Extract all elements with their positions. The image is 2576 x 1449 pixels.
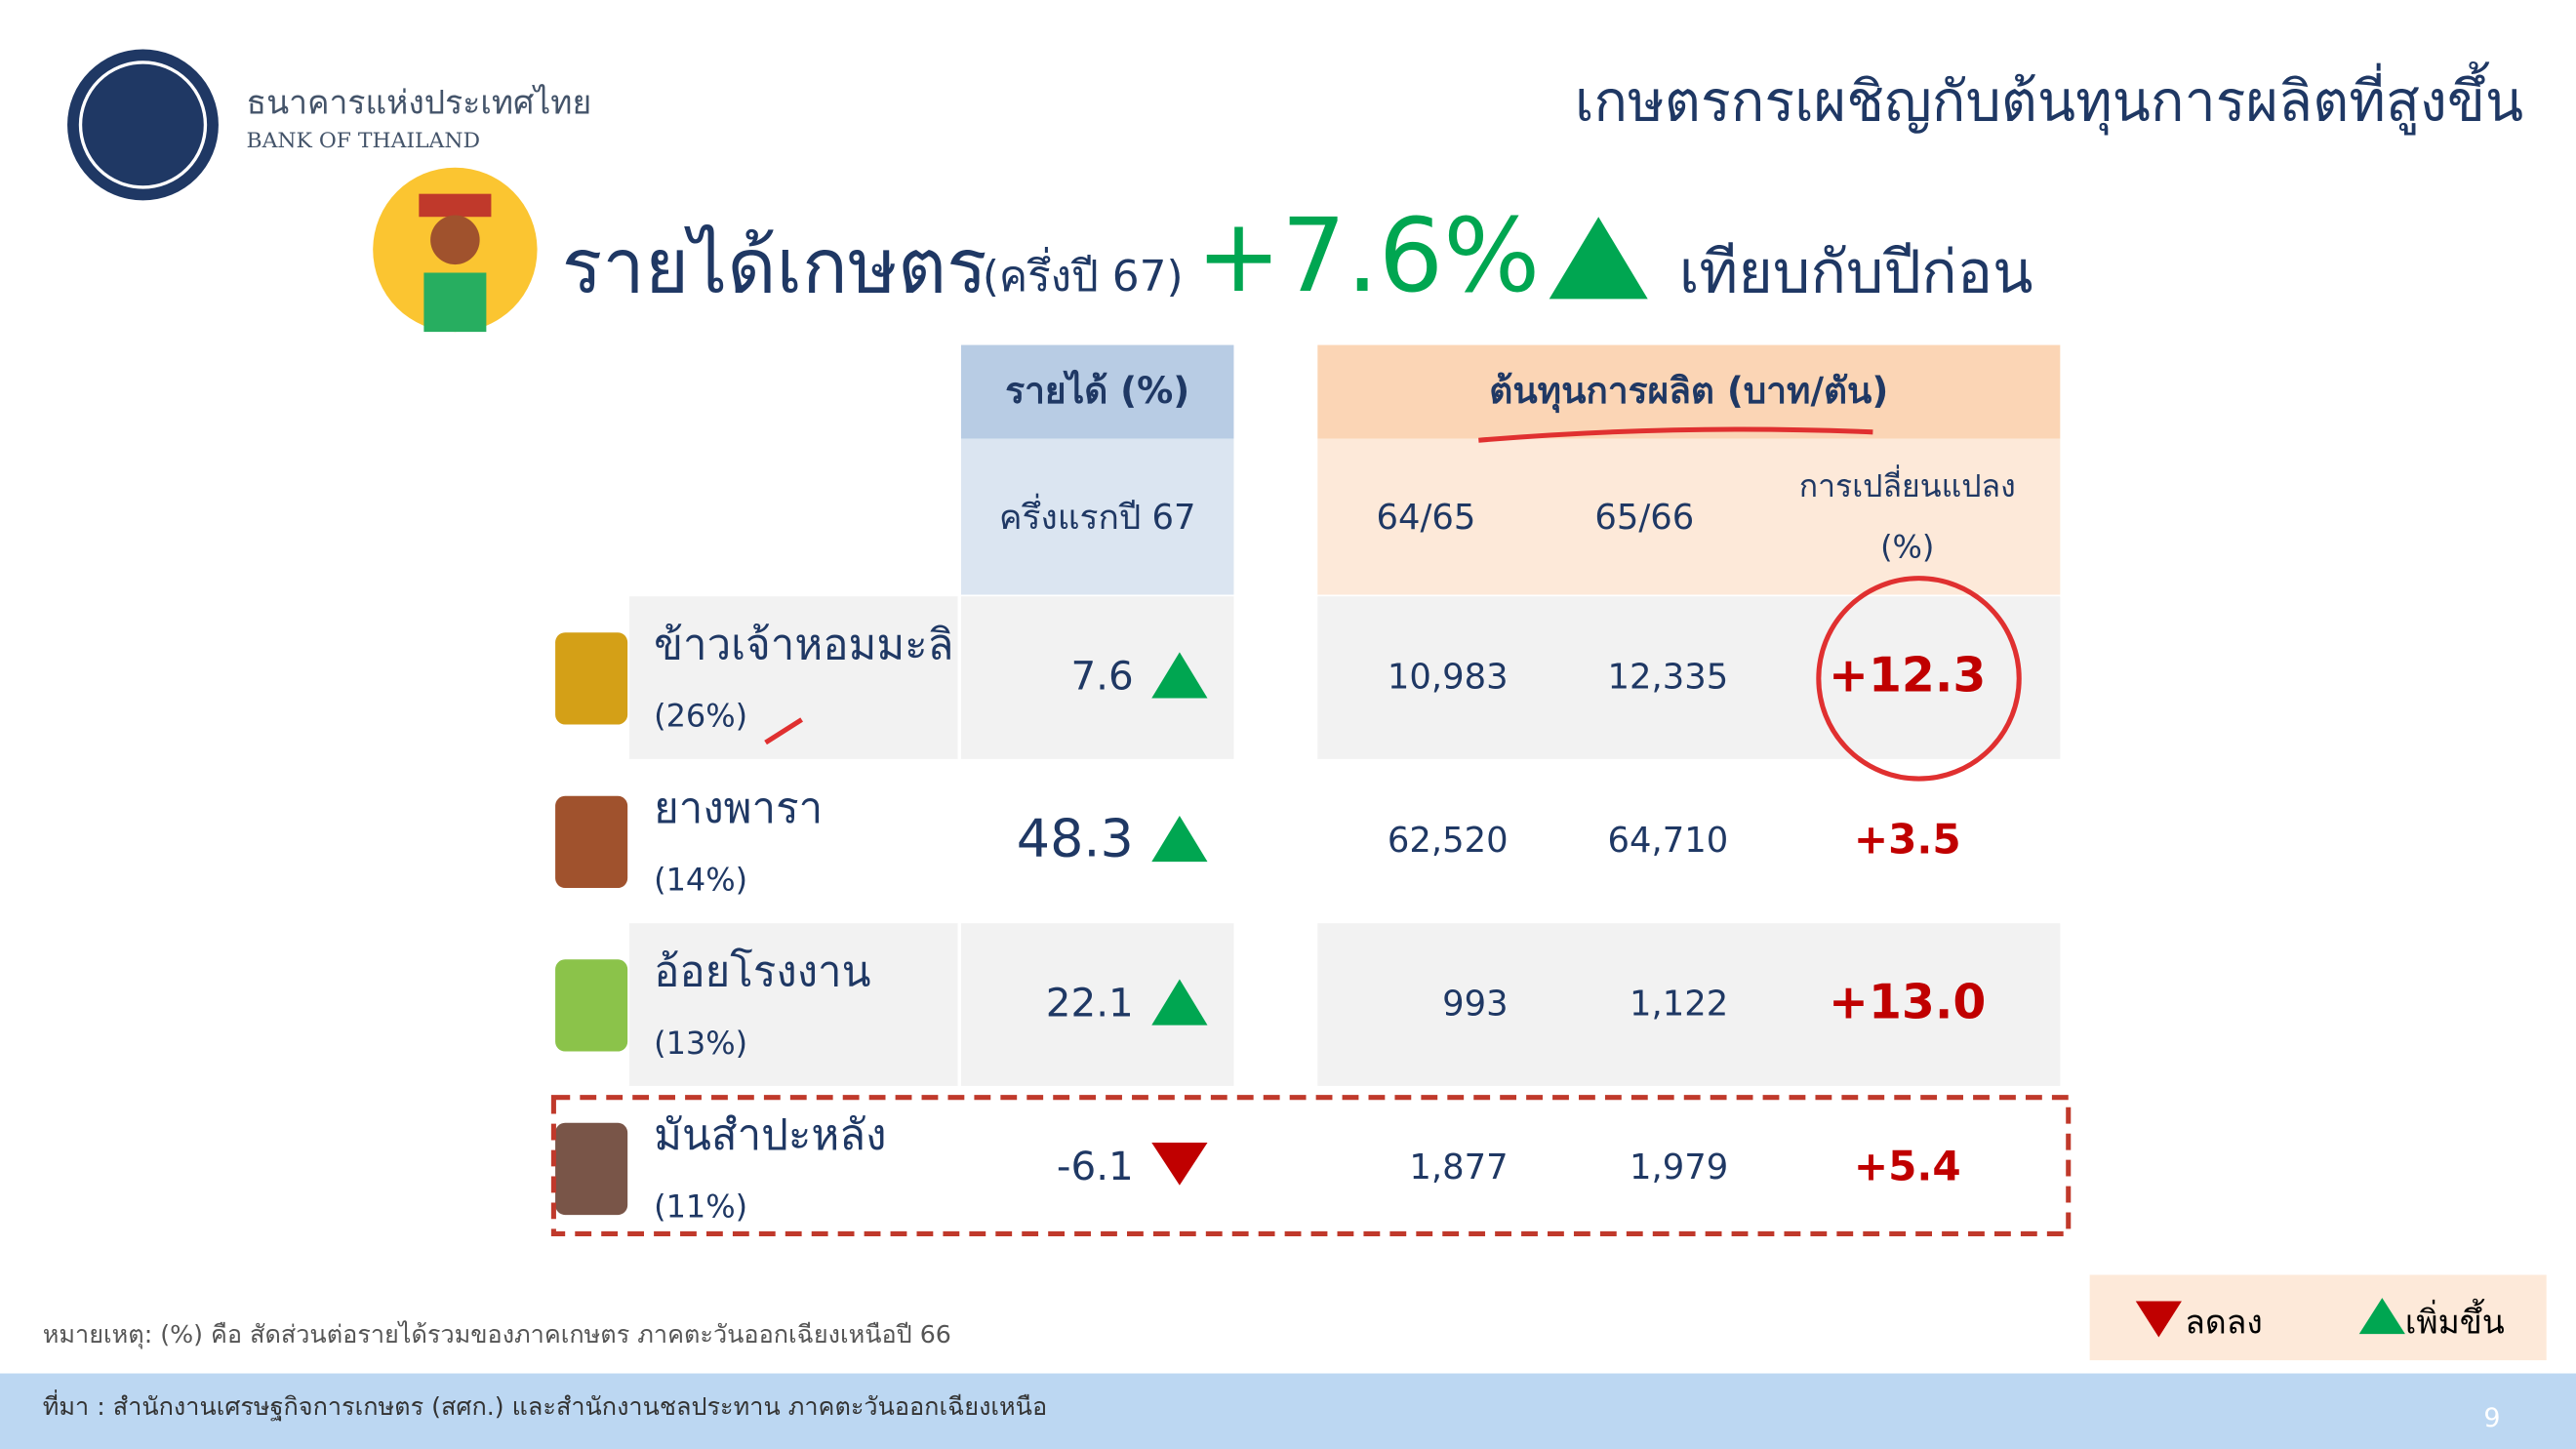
down-arrow [1151, 1142, 1208, 1186]
crop-share: (13%) [654, 1025, 747, 1062]
cost-value: 62,520 [1388, 821, 1509, 861]
logo-emblem [67, 49, 219, 201]
legend-up: เพิ่มขึ้น [2405, 1299, 2505, 1342]
income-subheader: ครึ่งแรกปี 67 [999, 494, 1196, 538]
cost-value: 1,877 [1409, 1147, 1508, 1187]
row-bg [628, 596, 958, 759]
up-arrow [1151, 979, 1208, 1026]
legend-down: ลดลง [2185, 1304, 2263, 1342]
headline-comparison: เทียบกับปีก่อน [1679, 238, 2033, 306]
income-value: 22.1 [1046, 979, 1134, 1026]
cost-header-bg [1317, 344, 2061, 439]
logo-thai: ธนาคารแห่งประเทศไทย [247, 84, 592, 122]
tick-annotation [764, 717, 803, 745]
income-subheader-bg [960, 438, 1234, 595]
crop-icon [555, 1122, 628, 1216]
row-bg [628, 923, 958, 1086]
crop-name: ข้าวเจ้าหอมมะลิ [654, 620, 953, 669]
footer-bar [0, 1373, 2576, 1449]
crop-icon [555, 795, 628, 889]
cost-value: 64,710 [1608, 821, 1729, 861]
slide-title: เกษตรกรเผชิญกับต้นทุนการผลิตที่สูงขึ้น [1575, 60, 2523, 136]
change-value: +3.5 [1854, 815, 1961, 863]
row-bg [1317, 596, 2061, 759]
cost-header: ต้นทุนการผลิต (บาท/ตัน) [1489, 370, 1888, 414]
cost-value: 10,983 [1388, 657, 1509, 697]
change-header: (%) [1880, 528, 1934, 565]
cost-value: 12,335 [1608, 657, 1729, 697]
crop-share: (14%) [654, 861, 747, 898]
income-value: 48.3 [1017, 808, 1134, 869]
up-arrow [1549, 217, 1648, 300]
change-value: +12.3 [1829, 647, 1986, 703]
crop-share: (26%) [654, 698, 747, 735]
crop-icon [555, 959, 628, 1052]
logo-ring [78, 60, 208, 189]
page-number: 9 [2483, 1403, 2500, 1433]
crop-name: ยางพารา [654, 784, 823, 833]
legend-up-marker [2358, 1298, 2405, 1335]
crop-icon [555, 632, 628, 725]
farmer-hat [419, 193, 492, 218]
highlight-circle [1816, 576, 2022, 782]
up-arrow [1151, 815, 1208, 863]
underline-annotation [1478, 426, 1873, 443]
income-header: รายได้ (%) [1005, 369, 1189, 412]
cost-value: 1,122 [1630, 984, 1728, 1024]
crop-share: (11%) [654, 1187, 747, 1225]
cost-value: 1,979 [1630, 1147, 1728, 1187]
change-value: +5.4 [1854, 1142, 1961, 1189]
row-bg [1317, 923, 2061, 1086]
up-arrow [1151, 652, 1208, 699]
cost-subheader-bg [1317, 438, 2061, 595]
highlight-box [550, 1095, 2072, 1236]
table-rows: ข้าวเจ้าหอมมะลิ (26%) 7.6 10,983 12,335 +12.3… [555, 596, 2061, 1225]
income-value: 7.6 [1070, 652, 1133, 699]
source: ที่มา : สำนักงานเศรษฐกิจการเกษตร (สศก.) … [43, 1389, 1047, 1421]
farmer-body [423, 272, 487, 333]
headline-label: รายได้เกษตร [562, 222, 987, 310]
change-header: การเปลี่ยนแปลง [1799, 464, 2016, 504]
farmer-face [430, 215, 480, 265]
crop-name: อ้อยโรงงาน [654, 946, 870, 996]
note: หมายเหตุ: (%) คือ สัดส่วนต่อรายได้รวมของ… [43, 1320, 951, 1349]
change-value: +13.0 [1829, 974, 1986, 1029]
logo-english: BANK OF THAILAND [247, 129, 480, 153]
legend-down-marker [2135, 1301, 2182, 1338]
income-header-bg [960, 344, 1234, 439]
cost-column: 64/65 [1376, 498, 1475, 538]
headline-period: (ครึ่งปี 67) [983, 247, 1184, 302]
income-value: -6.1 [1057, 1143, 1134, 1189]
cost-column: 65/66 [1594, 498, 1694, 538]
crop-name: มันสำปะหลัง [654, 1110, 886, 1160]
headline-change: +7.6% [1196, 196, 1541, 315]
cost-value: 993 [1442, 984, 1508, 1024]
